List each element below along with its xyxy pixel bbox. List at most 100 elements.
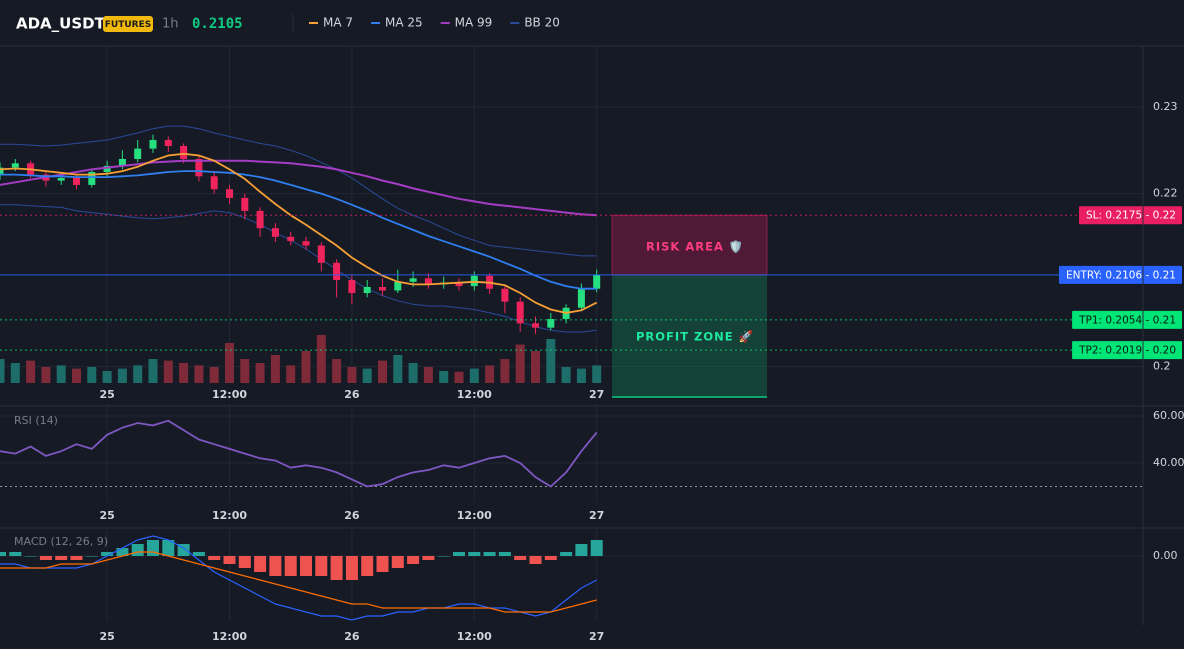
macd-histogram-bar <box>131 544 144 556</box>
volume-bar <box>531 351 540 383</box>
x-tick-label: 12:00 <box>212 388 247 401</box>
volume-bar <box>362 368 372 383</box>
candle-body <box>88 171 96 185</box>
candle-body <box>409 278 417 282</box>
volume-bar <box>117 368 127 383</box>
candle-body <box>302 241 310 246</box>
volume-bar <box>546 339 556 383</box>
profit-label: PROFIT ZONE 🚀 <box>636 330 754 344</box>
interval: 1h <box>162 17 179 32</box>
symbol: ADA_USDT <box>16 15 106 33</box>
y-tick-label: 0.22 <box>1153 187 1178 200</box>
level-tag-label: ENTRY: 0.2106 - 0.21 <box>1066 269 1176 281</box>
level-tag <box>1058 265 1182 284</box>
y-tick-label: 60.00 <box>1153 409 1184 422</box>
candle-body <box>271 228 279 237</box>
x-tick-label: 12:00 <box>457 388 492 401</box>
volume-bar <box>485 365 495 383</box>
volume-bar <box>225 343 234 383</box>
x-tick-label: 27 <box>589 388 604 401</box>
candle-body <box>118 158 126 166</box>
macd-histogram-bar <box>498 552 511 556</box>
y-tick-label: 0.23 <box>1153 100 1178 113</box>
candle-body <box>210 176 218 190</box>
x-tick-label: 25 <box>99 388 114 401</box>
x-tick-label: 27 <box>589 630 604 643</box>
volume-bar <box>378 360 387 383</box>
macd-histogram-bar <box>514 556 527 560</box>
candle-body <box>516 301 524 324</box>
volume-bar <box>163 360 173 383</box>
base-layer: 25 12:00 26 12:00 27 0.2 0.22 0.23 MA 7 MA 25 MA 9… <box>0 16 1184 643</box>
level-tag-label: TP2: 0.2019 - 0.20 <box>1078 345 1176 357</box>
volume-bar <box>393 355 403 383</box>
macd-line <box>0 551 597 613</box>
macd-histogram-bar <box>223 556 236 564</box>
volume-bar <box>408 363 418 383</box>
macd-histogram-bar <box>453 552 465 556</box>
candle-body <box>577 288 585 308</box>
y-tick-label: 0.2 <box>1153 360 1171 373</box>
macd-histogram-bar <box>85 556 98 557</box>
macd-histogram-bar <box>254 556 267 572</box>
volume-bar <box>347 367 357 383</box>
ma-line <box>0 170 597 290</box>
macd-histogram-bar <box>269 556 282 576</box>
volume-bar <box>576 368 586 383</box>
y-tick-label: 40.00 <box>1153 456 1184 469</box>
x-tick-label: 26 <box>344 509 360 522</box>
level-tag-label: TP1: 0.2054 - 0.21 <box>1078 314 1176 326</box>
macd-histogram-bar <box>544 556 557 560</box>
x-tick-label: 25 <box>99 630 114 643</box>
y-tick-label: 0.00 <box>1153 549 1178 562</box>
candle-body <box>532 323 539 328</box>
volume-bar <box>102 371 112 383</box>
volume-bar <box>561 367 571 383</box>
macd-histogram-bar <box>55 556 68 560</box>
volume-bar <box>209 367 219 383</box>
macd-title: MACD (12, 26, 9) <box>14 535 108 548</box>
volume-bar <box>194 365 204 383</box>
candle-body <box>11 163 19 168</box>
candle-body <box>180 146 188 159</box>
volume-bar <box>301 351 311 383</box>
volume-bar <box>72 368 81 383</box>
candle-body <box>103 165 111 172</box>
candle-body <box>164 139 172 147</box>
last-price: 0.2105 <box>192 16 243 32</box>
level-tag <box>1072 310 1182 329</box>
macd-histogram-bar <box>529 556 542 564</box>
macd-histogram-bar <box>238 556 251 568</box>
x-tick-label: 12:00 <box>457 509 492 522</box>
candle-body <box>547 318 555 328</box>
x-tick-label: 12:00 <box>212 509 247 522</box>
volume-bar <box>133 365 143 383</box>
candle-body <box>226 189 233 198</box>
volume-bar <box>255 363 265 383</box>
volume-bar <box>439 371 449 383</box>
volume-bar <box>41 367 51 383</box>
x-tick-label: 12:00 <box>457 630 492 643</box>
volume-bar <box>10 363 20 383</box>
ma-line <box>0 152 598 314</box>
macd-histogram-bar <box>407 556 420 564</box>
x-tick-label: 26 <box>344 388 360 401</box>
candle-body <box>363 286 371 294</box>
macd-histogram-bar <box>39 556 52 560</box>
candle-body <box>149 139 157 149</box>
volume-bar <box>592 365 602 383</box>
volume-bar <box>316 335 326 383</box>
volume-bar <box>423 367 433 383</box>
ma-line <box>0 159 597 217</box>
macd-histogram-bar <box>284 556 297 576</box>
candle-body <box>256 210 264 229</box>
macd-histogram-bar <box>391 556 404 568</box>
macd-histogram-bar <box>162 540 175 556</box>
volume-bar <box>286 365 296 383</box>
macd-histogram-bar <box>361 556 374 576</box>
volume-bar <box>240 359 250 383</box>
risk-label: RISK AREA 🛡️ <box>646 240 744 254</box>
macd-histogram-bar <box>575 544 588 556</box>
candle-body <box>455 282 463 287</box>
